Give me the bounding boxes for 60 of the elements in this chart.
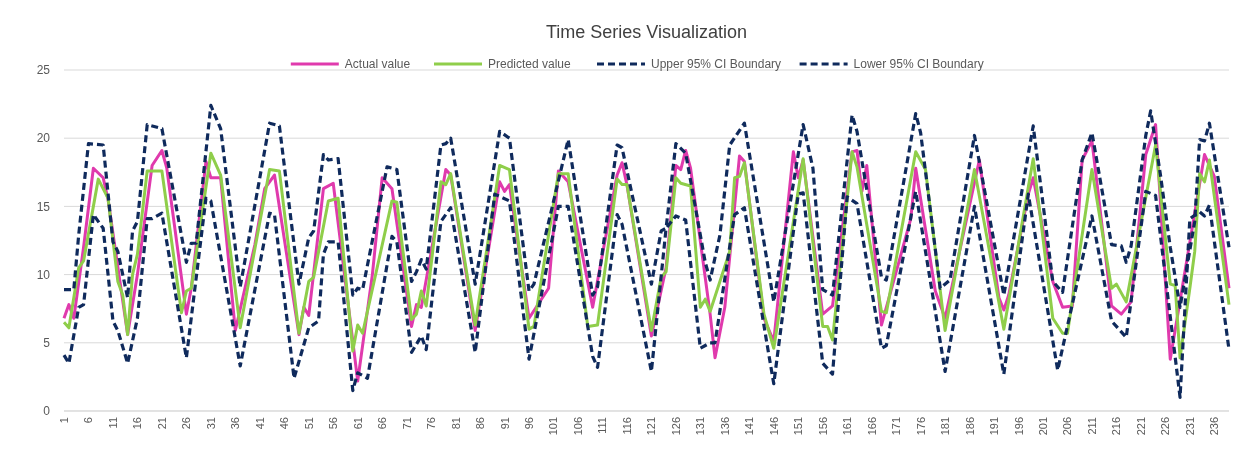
x-tick-label: 231 — [1183, 417, 1196, 436]
x-tick-label: 91 — [498, 417, 511, 430]
x-tick-label: 31 — [204, 417, 217, 430]
x-tick-label: 81 — [449, 417, 462, 430]
x-tick-label: 221 — [1134, 417, 1147, 436]
x-tick-label: 76 — [425, 417, 438, 430]
x-tick-label: 6 — [82, 417, 95, 424]
x-tick-label: 111 — [596, 417, 609, 434]
x-tick-label: 26 — [180, 417, 193, 430]
x-tick-label: 56 — [327, 417, 340, 430]
x-tick-label: 36 — [229, 417, 242, 430]
x-tick-label: 136 — [718, 417, 731, 436]
y-tick-label: 0 — [43, 404, 51, 419]
x-tick-label: 46 — [278, 417, 291, 430]
x-tick-label: 166 — [865, 417, 878, 436]
x-tick-label: 51 — [302, 417, 315, 430]
x-tick-label: 156 — [816, 417, 829, 436]
x-tick-label: 126 — [669, 417, 682, 436]
x-tick-label: 96 — [523, 417, 536, 430]
x-tick-label: 176 — [914, 417, 927, 436]
x-tick-label: 121 — [645, 417, 658, 436]
x-tick-label: 86 — [474, 417, 487, 430]
x-tick-label: 61 — [351, 417, 364, 430]
x-tick-label: 41 — [253, 417, 266, 430]
x-tick-label: 191 — [988, 417, 1001, 436]
x-tick-label: 226 — [1159, 417, 1172, 436]
x-tick-label: 181 — [939, 417, 952, 436]
x-tick-label: 116 — [620, 417, 633, 435]
x-tick-label: 171 — [890, 417, 903, 436]
chart-title: Time Series Visualization — [545, 22, 748, 42]
x-tick-label: 106 — [571, 417, 584, 436]
y-tick-label: 25 — [36, 63, 51, 78]
x-tick-label: 16 — [131, 417, 144, 430]
x-tick-label: 11 — [106, 417, 119, 429]
x-tick-label: 151 — [792, 417, 805, 436]
x-tick-label: 1 — [58, 417, 70, 424]
x-tick-label: 161 — [841, 417, 854, 436]
x-tick-label: 141 — [743, 417, 756, 436]
y-tick-label: 15 — [36, 199, 51, 214]
x-tick-label: 146 — [767, 417, 780, 436]
x-tick-label: 101 — [547, 417, 560, 436]
line-series — [62, 143, 1231, 360]
x-tick-label: 186 — [963, 417, 976, 436]
x-tick-label: 66 — [376, 417, 389, 430]
x-tick-label: 21 — [155, 417, 168, 430]
y-tick-label: 20 — [36, 131, 51, 146]
legend-label: Actual value — [344, 57, 411, 72]
x-tick-label: 131 — [694, 417, 707, 436]
legend-label: Lower 95% CI Boundary — [853, 57, 984, 72]
y-tick-label: 5 — [43, 336, 51, 350]
x-tick-label: 211 — [1085, 417, 1098, 435]
x-tick-label: 71 — [400, 417, 413, 430]
x-tick-label: 216 — [1110, 417, 1123, 436]
x-tick-label: 236 — [1208, 417, 1221, 436]
legend-label: Upper 95% CI Boundary — [651, 57, 782, 72]
x-tick-label: 196 — [1012, 417, 1025, 436]
x-tick-label: 206 — [1061, 417, 1074, 436]
x-tick-label: 201 — [1036, 417, 1049, 436]
legend-label: Predicted value — [488, 57, 572, 72]
y-tick-label: 10 — [36, 267, 51, 282]
